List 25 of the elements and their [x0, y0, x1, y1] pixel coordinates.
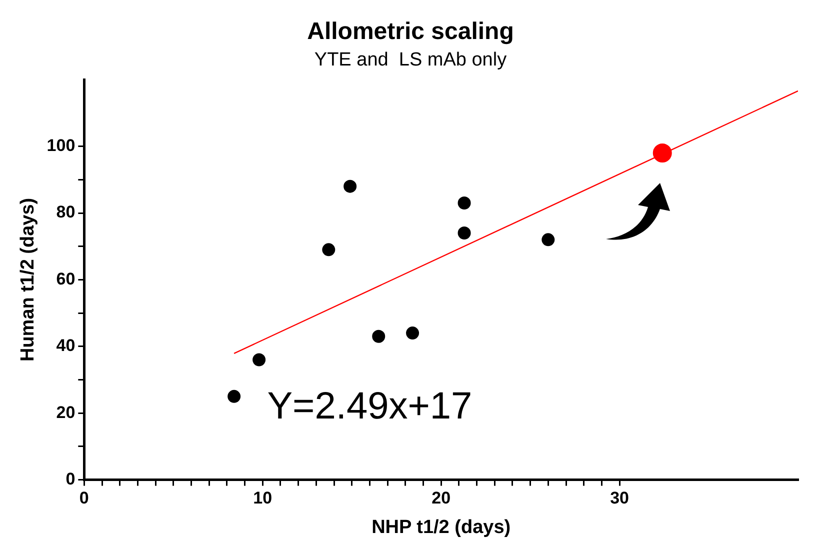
x-tick-label: 20	[432, 488, 451, 508]
point	[372, 330, 386, 343]
point	[252, 353, 266, 366]
y-tick-label: 20	[56, 402, 76, 422]
x-axis-title: NHP t1/2 (days)	[372, 516, 511, 538]
point	[228, 390, 241, 403]
chart-subtitle: YTE and LS mAb only	[314, 49, 508, 70]
y-axis-title: Human t1/2 (days)	[18, 198, 39, 362]
point	[406, 326, 420, 340]
point	[542, 233, 555, 246]
annotation: Y=2.49x+17	[267, 385, 472, 428]
x-tick-label: 0	[79, 488, 89, 508]
chart-title: Allometric scaling	[307, 18, 514, 46]
y-tick-label: 100	[46, 136, 76, 155]
point	[344, 180, 357, 193]
point	[458, 196, 471, 210]
point	[652, 143, 672, 162]
point	[458, 226, 471, 240]
y-tick-label: 40	[56, 336, 76, 356]
y-tick-label: 60	[56, 269, 76, 288]
point	[322, 243, 336, 256]
y-tick-label: 0	[66, 469, 76, 488]
x-tick-label: 10	[253, 488, 272, 508]
y-tick-label: 80	[56, 202, 76, 222]
x-tick-label: 30	[610, 488, 629, 508]
